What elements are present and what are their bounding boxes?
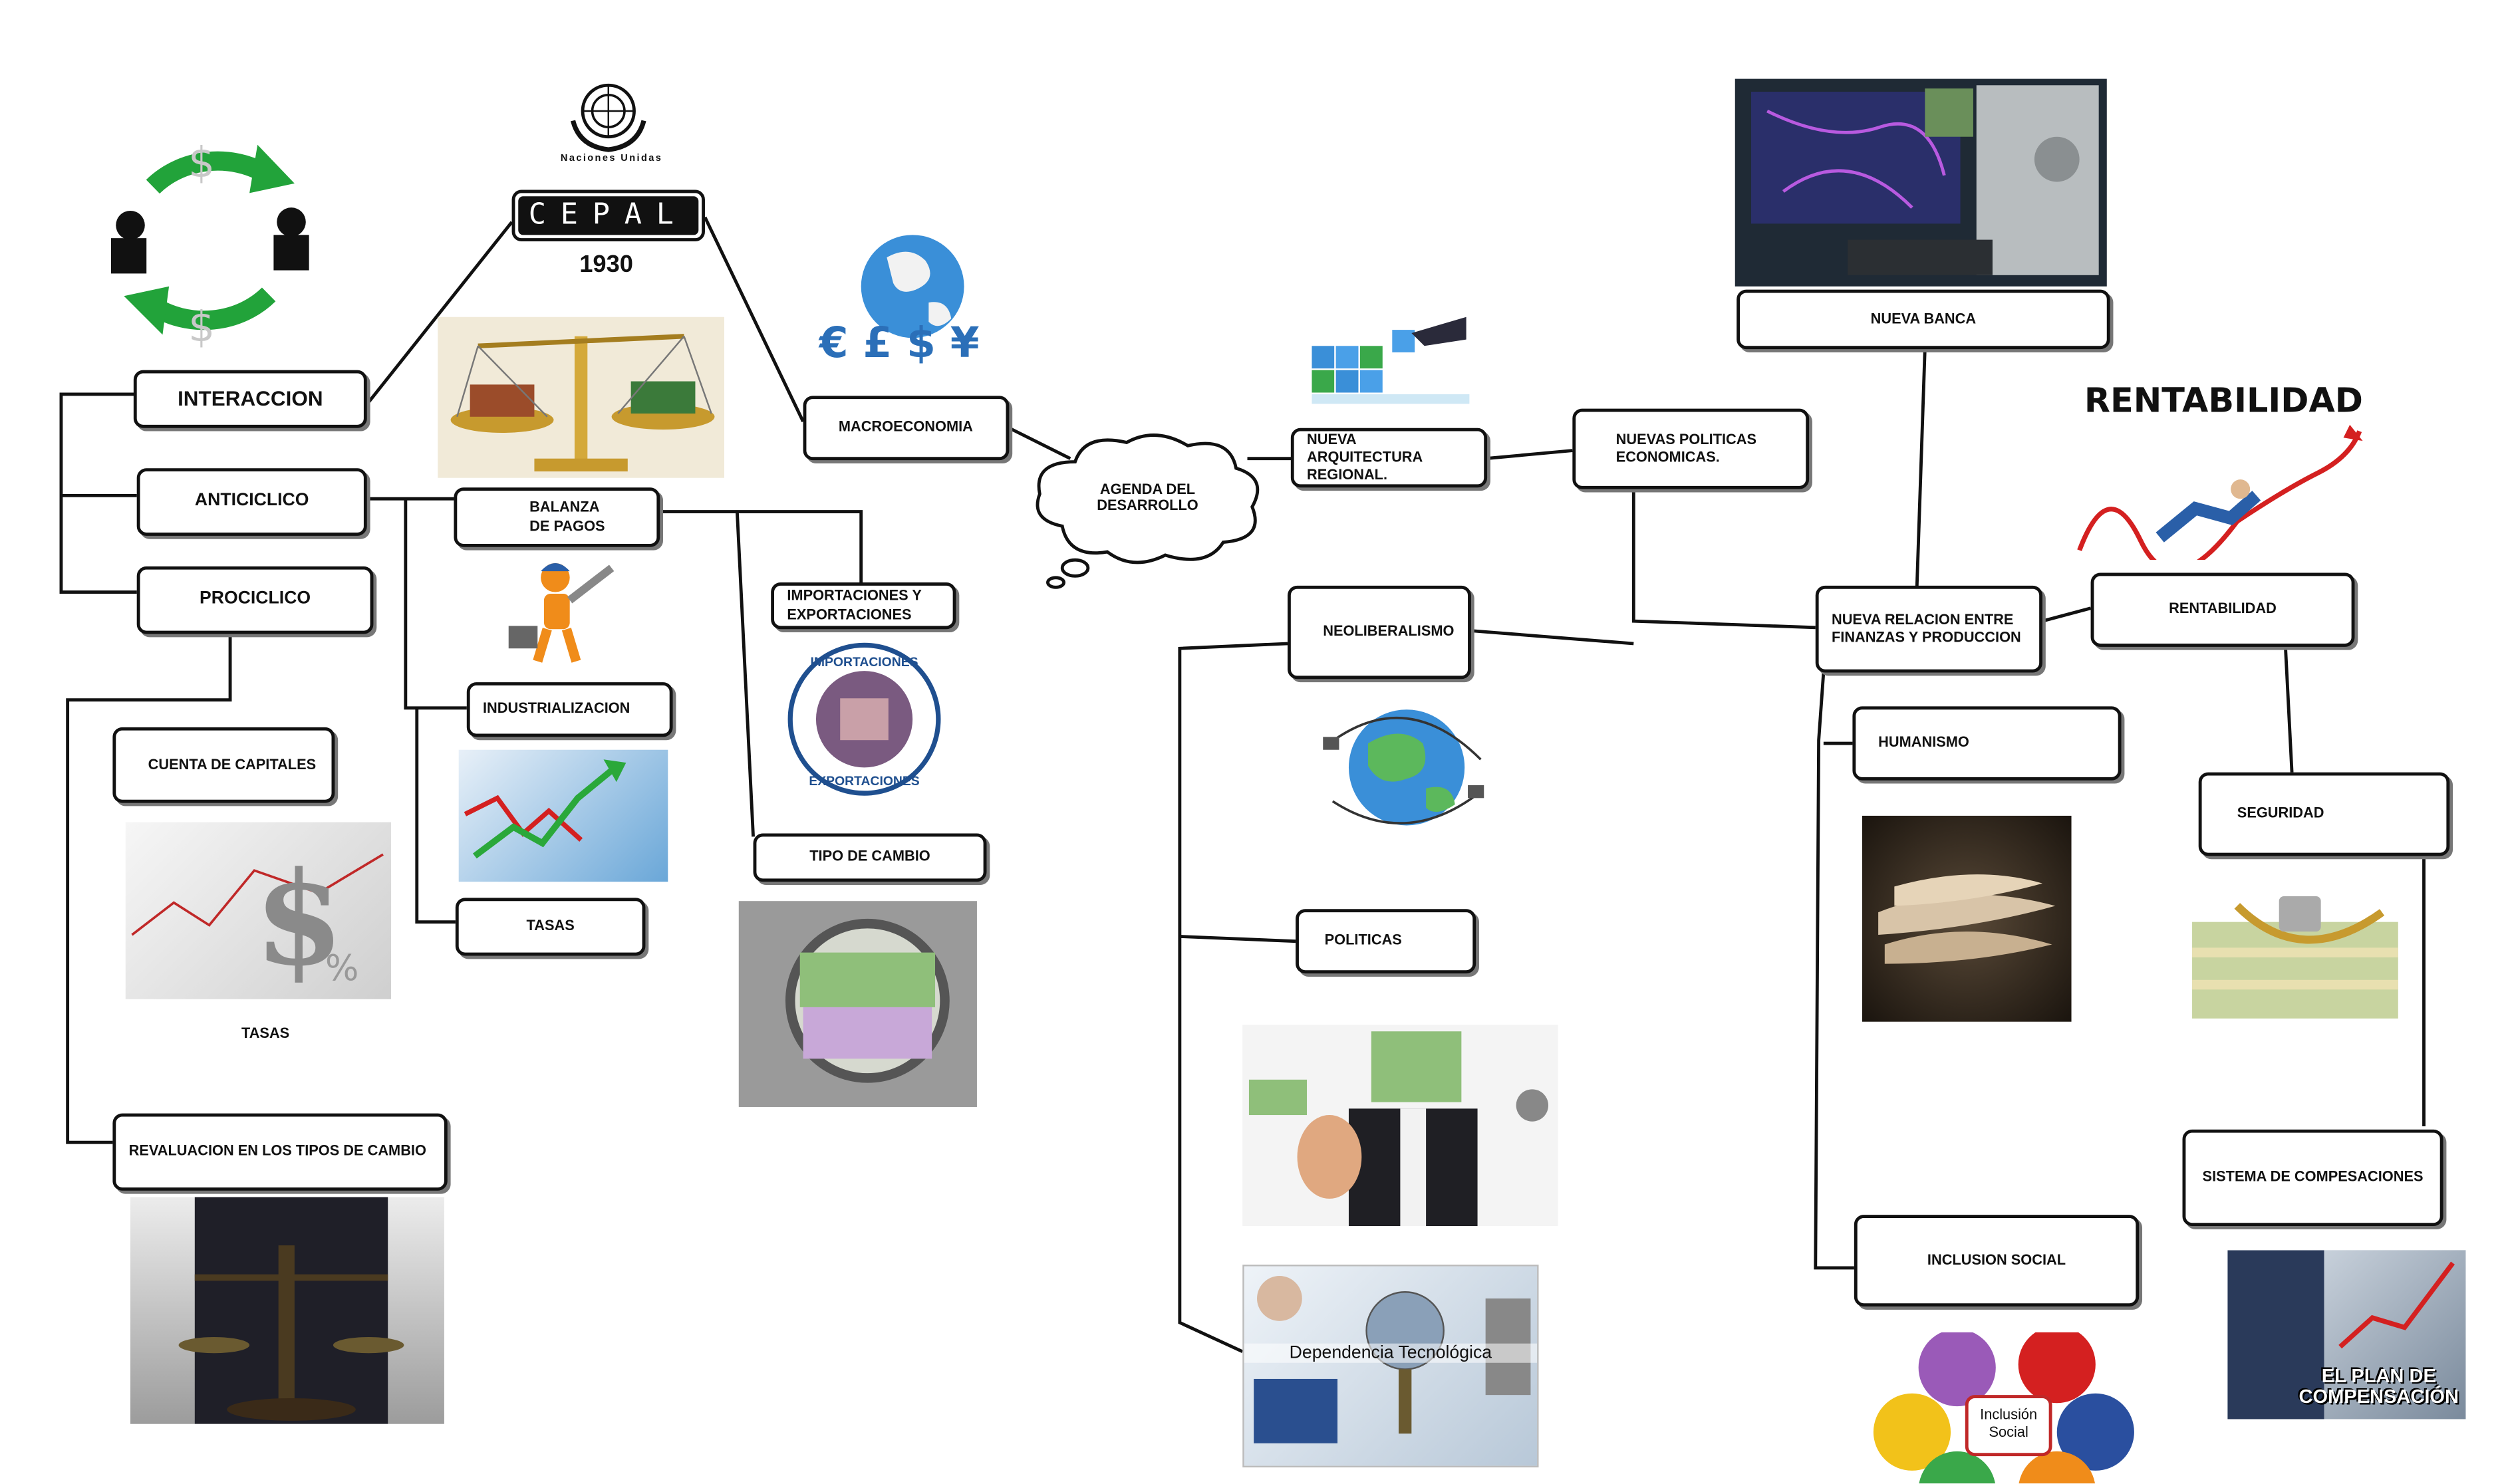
inclusion-line2: Social (1989, 1423, 2028, 1440)
node-macroeconomia[interactable]: MACROECONOMIA (803, 396, 1010, 461)
plan-line2: COMPENSACIÓN (2298, 1385, 2459, 1408)
plan-line1: EL PLAN DE (2321, 1364, 2436, 1388)
cepal-logo-box: CEPAL (511, 189, 705, 241)
node-nuevas-politicas[interactable]: NUEVAS POLITICAS ECONOMICAS. (1572, 408, 1810, 489)
node-nueva-arquitectura[interactable]: NUEVA ARQUITECTURA REGIONAL. (1290, 428, 1488, 488)
justice-scale-photo (130, 1197, 444, 1424)
dependencia-tecnologica-image: Dependencia Tecnológica (1242, 1265, 1539, 1468)
svg-text:$: $ (254, 843, 344, 995)
balance-scale-illustration (438, 316, 724, 478)
money-head-photo (1242, 1025, 1558, 1227)
un-caption: Naciones Unidas (560, 154, 663, 164)
inclusion-line1: Inclusión (1980, 1406, 2038, 1423)
trend-chart-image (458, 749, 668, 882)
inclusion-social-icons: Inclusión Social (1870, 1332, 2144, 1484)
currency-cycle-icon: $ $ (88, 126, 330, 351)
tasas-caption: TASAS (241, 1025, 290, 1041)
svg-text:%: % (325, 947, 359, 989)
node-tasas[interactable]: TASAS (455, 898, 646, 956)
node-rentabilidad[interactable]: RENTABILIDAD (2090, 572, 2355, 647)
node-nueva-banca[interactable]: NUEVA BANCA (1737, 289, 2110, 350)
node-sistema-compensaciones[interactable]: SISTEMA DE COMPESACIONES (2182, 1129, 2443, 1227)
plan-compensacion-image: EL PLAN DE COMPENSACIÓN (2227, 1250, 2466, 1420)
globe-currency-icon: € £ $ ¥ (813, 225, 990, 378)
node-revaluacion[interactable]: REVALUACION EN LOS TIPOS DE CAMBIO (112, 1113, 448, 1191)
joined-hands-photo (1862, 815, 2072, 1022)
building-blocks-icon (1312, 310, 1470, 417)
node-interaccion[interactable]: INTERACCION (133, 370, 367, 428)
node-importaciones-exportaciones[interactable]: IMPORTACIONES Y EXPORTACIONES (771, 582, 956, 630)
un-emblem-icon (560, 72, 656, 156)
locked-money-image (2189, 890, 2422, 1035)
node-balanza-pagos[interactable]: BALANZA DE PAGOS (454, 487, 660, 547)
svg-text:$: $ (188, 303, 215, 351)
node-politicas[interactable]: POLITICAS (1296, 909, 1476, 974)
svg-text:IMPORTACIONES: IMPORTACIONES (811, 655, 918, 670)
svg-text:EXPORTACIONES: EXPORTACIONES (809, 774, 919, 789)
rentabilidad-title: RENTABILIDAD (2084, 381, 2363, 420)
svg-text:€ £ $ ¥: € £ $ ¥ (818, 318, 980, 367)
agenda-label: AGENDA DEL DESARROLLO (1097, 481, 1198, 513)
node-cuenta-capitales[interactable]: CUENTA DE CAPITALES (112, 727, 335, 803)
node-neoliberalismo[interactable]: NEOLIBERALISMO (1288, 585, 1471, 680)
cepal-year: 1930 (579, 251, 633, 279)
digital-bank-photo (1735, 78, 2107, 287)
node-tipo-cambio[interactable]: TIPO DE CAMBIO (753, 833, 987, 882)
node-seguridad[interactable]: SEGURIDAD (2198, 772, 2450, 856)
node-industrializacion[interactable]: INDUSTRIALIZACION (466, 682, 673, 737)
dependencia-caption: Dependencia Tecnológica (1244, 1343, 1538, 1363)
node-inclusion-social[interactable]: INCLUSION SOCIAL (1854, 1215, 2140, 1307)
money-lens-image (738, 901, 977, 1107)
cepal-logo-text: CEPAL (518, 196, 699, 235)
node-anticiclico[interactable]: ANTICICLICO (136, 468, 367, 536)
import-export-badge: IMPORTACIONES EXPORTACIONES (779, 640, 950, 798)
node-prociclico[interactable]: PROCICLICO (136, 566, 374, 634)
globe-network-icon (1320, 695, 1488, 840)
svg-text:$: $ (188, 138, 215, 187)
agenda-cloud: AGENDA DEL DESARROLLO (1027, 426, 1268, 590)
node-nueva-relacion[interactable]: NUEVA RELACION ENTRE FINANZAS Y PRODUCCI… (1815, 585, 2042, 673)
rentabilidad-curve-icon (2076, 424, 2366, 560)
node-humanismo[interactable]: HUMANISMO (1852, 706, 2122, 781)
dollar-percent-image: $ % (125, 822, 392, 999)
worker-tools-icon (499, 555, 620, 671)
